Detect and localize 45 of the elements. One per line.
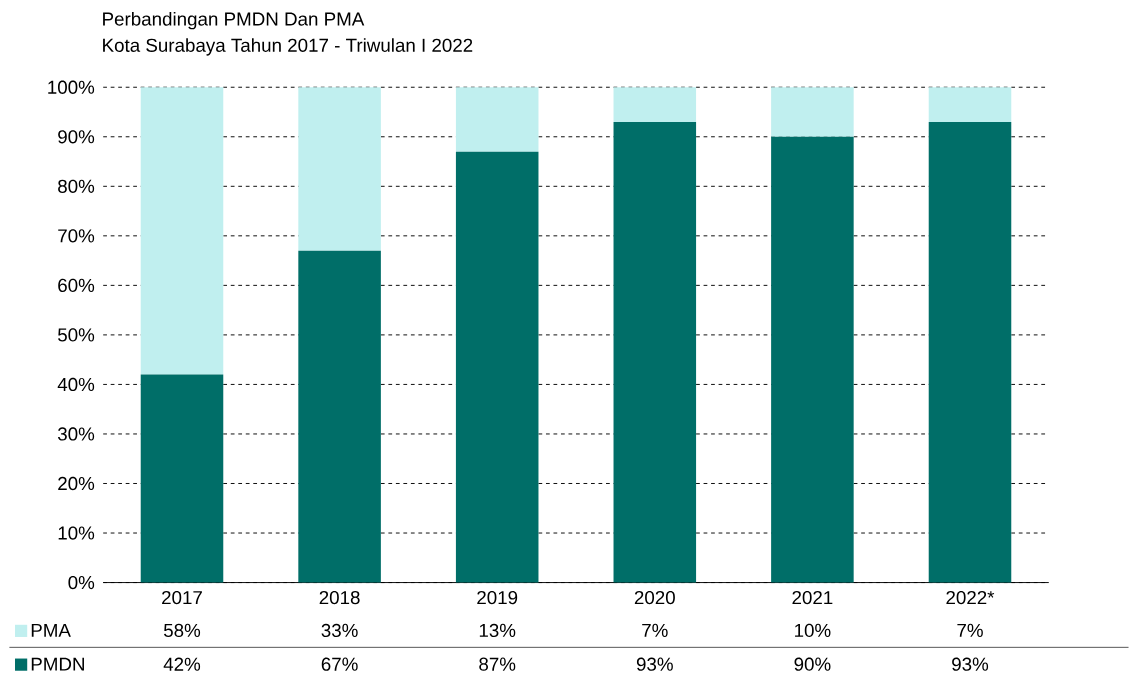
y-tick-label: 70% <box>58 229 95 243</box>
x-tick-label: 2018 <box>319 590 360 605</box>
chart-subtitle: Kota Surabaya Tahun 2017 - Triwulan I 2022 <box>103 38 473 56</box>
y-tick-label: 20% <box>58 476 95 491</box>
bar <box>140 87 224 375</box>
data-label: 13% <box>479 623 516 637</box>
bar <box>298 250 381 583</box>
y-tick-label: 10% <box>58 526 95 540</box>
legend-label: PMA <box>31 623 71 637</box>
data-label: 33% <box>321 623 358 637</box>
data-label: 7% <box>957 623 983 637</box>
y-tick-label: 40% <box>57 377 95 392</box>
bar <box>298 87 381 251</box>
data-label: 10% <box>795 623 831 637</box>
x-tick-label: 2022* <box>946 590 995 605</box>
data-label: 93% <box>952 657 989 671</box>
data-label: 90% <box>794 657 831 671</box>
bar <box>771 136 854 583</box>
y-tick-label: 80% <box>58 179 95 193</box>
bar <box>613 121 697 583</box>
bar <box>455 87 539 152</box>
data-label: 7% <box>642 623 668 637</box>
x-tick-label: 2021 <box>792 590 833 605</box>
x-tick-label: 2020 <box>634 590 675 605</box>
chart-title: Perbandingan PMDN Dan PMA <box>103 11 365 30</box>
x-tick-label: 2017 <box>162 590 202 605</box>
x-tick-label: 2019 <box>477 590 518 605</box>
data-label: 42% <box>163 657 201 671</box>
bar <box>140 374 224 583</box>
data-label: 93% <box>636 657 673 671</box>
legend-label: PMDN <box>31 657 84 671</box>
bar <box>613 87 697 122</box>
y-tick-label: 90% <box>58 130 95 144</box>
data-label: 58% <box>163 623 201 637</box>
data-label: 87% <box>479 657 516 671</box>
bar <box>928 121 1012 583</box>
y-tick-label: 60% <box>58 278 95 292</box>
y-tick-label: 50% <box>58 328 95 342</box>
bar <box>771 87 854 137</box>
y-tick-label: 100% <box>48 80 95 94</box>
bar <box>455 151 539 583</box>
y-tick-label: 0% <box>68 575 95 590</box>
y-tick-label: 30% <box>57 427 95 441</box>
data-label: 67% <box>321 657 358 671</box>
bar <box>928 87 1012 122</box>
